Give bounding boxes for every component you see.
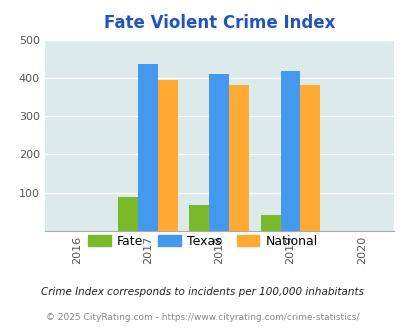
- Bar: [209, 74, 229, 231]
- Bar: [118, 197, 138, 231]
- Bar: [260, 214, 280, 231]
- Bar: [189, 205, 209, 231]
- Bar: [229, 85, 249, 231]
- Legend: Fate, Texas, National: Fate, Texas, National: [83, 230, 322, 253]
- Text: Crime Index corresponds to incidents per 100,000 inhabitants: Crime Index corresponds to incidents per…: [41, 287, 364, 297]
- Bar: [138, 64, 158, 231]
- Title: Fate Violent Crime Index: Fate Violent Crime Index: [103, 15, 334, 32]
- Text: © 2025 CityRating.com - https://www.cityrating.com/crime-statistics/: © 2025 CityRating.com - https://www.city…: [46, 313, 359, 322]
- Bar: [300, 85, 320, 231]
- Bar: [158, 80, 177, 231]
- Bar: [280, 71, 300, 231]
